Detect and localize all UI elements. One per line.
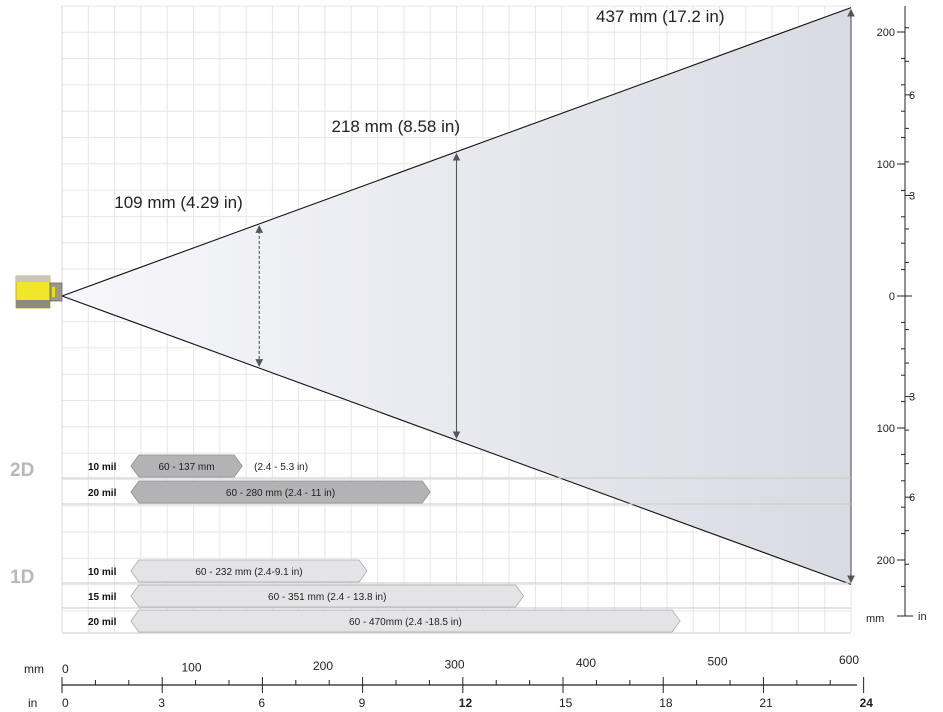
beam-width-label: 109 mm (4.29 in) xyxy=(114,193,243,212)
beam-width-label: 437 mm (17.2 in) xyxy=(596,7,725,26)
right-axis-in-label: 3 xyxy=(909,190,915,202)
bottom-axis-in-label: 15 xyxy=(559,696,573,710)
range-bars: 2D 10 mil 60 - 137 mm (2.4 - 5.3 in) 20 mil 6… xyxy=(10,454,851,634)
scanner-window xyxy=(49,282,63,302)
beam-upper-edge xyxy=(61,7,852,297)
bottom-axis-mm-unit: mm xyxy=(24,662,44,676)
right-axis-mm-label: 200 xyxy=(877,27,895,39)
beam-width-label: 218 mm (8.58 in) xyxy=(332,117,461,136)
bar-mil-label: 20 mil xyxy=(88,617,117,628)
bar-mil-label: 20 mil xyxy=(88,488,117,499)
bottom-axis-in-label: 3 xyxy=(158,696,165,710)
bottom-axis-mm-label: 500 xyxy=(708,655,728,669)
beam-lower-edge xyxy=(61,295,852,585)
right-axis-in-label: 6 xyxy=(909,90,915,102)
range-bar-outside-label: (2.4 - 5.3 in) xyxy=(254,462,308,473)
range-bar xyxy=(130,480,431,504)
right-axis-in-unit: in xyxy=(918,611,927,623)
bar-mil-label: 10 mil xyxy=(88,567,117,578)
bottom-axis-mm-label: 300 xyxy=(445,658,465,672)
right-axis-in-label: 3 xyxy=(909,392,915,404)
right-axis-mm-label: 200 xyxy=(877,555,895,567)
bottom-axis-mm-label: 100 xyxy=(182,661,202,675)
bottom-axis-mm-label: 200 xyxy=(313,659,333,673)
right-axis: 200 100 0 100 200 6 3 3 6 mm in xyxy=(866,6,927,625)
bottom-axis-in-label: 24 xyxy=(860,696,874,710)
range-bar-label: 60 - 280 mm (2.4 - 11 in) xyxy=(226,488,335,499)
right-axis-mm-label: 100 xyxy=(877,423,895,435)
bottom-axis-mm-label: 600 xyxy=(839,653,859,667)
right-axis-in-label: 6 xyxy=(909,492,915,504)
scanner-top xyxy=(16,276,50,282)
range-bar-label: 60 - 351 mm (2.4 - 13.8 in) xyxy=(268,592,386,603)
range-bar-label: 60 - 470mm (2.4 -18.5 in) xyxy=(349,617,462,628)
bottom-axis-in-label: 18 xyxy=(659,696,673,710)
bottom-axis-in-label: 9 xyxy=(359,696,366,710)
right-axis-mm-unit: mm xyxy=(866,613,884,625)
bottom-axis-in-unit: in xyxy=(28,696,37,710)
scanner-bottom xyxy=(16,300,50,308)
bottom-axis-in-label: 21 xyxy=(759,696,773,710)
range-bar xyxy=(130,584,525,608)
range-bar-label: 60 - 232 mm (2.4-9.1 in) xyxy=(195,567,302,578)
right-axis-mm-label: 100 xyxy=(877,159,895,171)
right-axis-mm-label: 0 xyxy=(889,291,895,303)
range-bar xyxy=(130,559,368,583)
bottom-axis-in-label: 12 xyxy=(459,696,473,710)
bottom-axis-mm-label: 0 xyxy=(62,662,69,676)
scanner-led xyxy=(52,287,55,297)
range-bar xyxy=(130,609,681,633)
bottom-axis: mm in 0 100 200 300 400 500 600 0 3 6 9 12 15 18 21 24 xyxy=(24,653,873,710)
scanner-icon xyxy=(15,275,63,309)
range-bar-label: 60 - 137 mm xyxy=(158,462,214,473)
section-label: 2D xyxy=(10,460,34,481)
bar-mil-label: 10 mil xyxy=(88,462,117,473)
section-label: 1D xyxy=(10,567,34,588)
range-bar xyxy=(130,454,243,478)
bottom-axis-in-label: 6 xyxy=(258,696,265,710)
bottom-axis-in-label: 0 xyxy=(62,696,69,710)
bottom-axis-mm-label: 400 xyxy=(576,656,596,670)
bar-mil-label: 15 mil xyxy=(88,592,117,603)
beam-width-annotations: 109 mm (4.29 in) 218 mm (8.58 in) 437 mm (… xyxy=(114,7,855,584)
